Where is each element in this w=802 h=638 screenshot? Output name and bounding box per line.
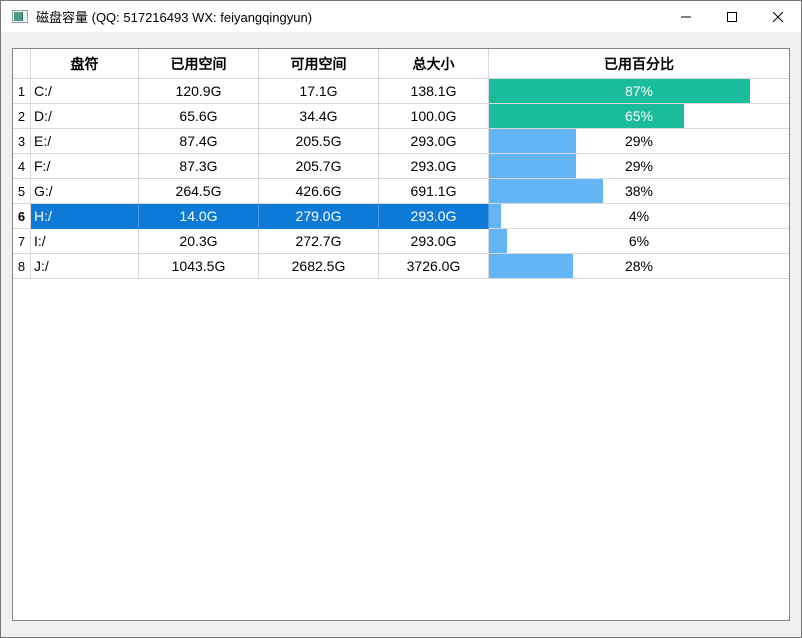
used-space-cell[interactable]: 65.6G <box>139 104 259 129</box>
percent-bar <box>489 254 573 278</box>
percent-label: 4% <box>628 208 650 224</box>
table-row[interactable]: 2 D:/ 65.6G 34.4G 100.0G 65% <box>13 104 789 129</box>
row-number: 3 <box>13 129 31 154</box>
used-percent-cell[interactable]: 65% <box>489 104 789 129</box>
maximize-icon <box>727 11 737 22</box>
table-row[interactable]: 4 F:/ 87.3G 205.7G 293.0G 29% <box>13 154 789 179</box>
percent-label: 28% <box>624 258 654 274</box>
drive-cell[interactable]: I:/ <box>31 229 139 254</box>
drive-cell[interactable]: F:/ <box>31 154 139 179</box>
table-row[interactable]: 8 J:/ 1043.5G 2682.5G 3726.0G 28% <box>13 254 789 279</box>
row-number: 8 <box>13 254 31 279</box>
used-space-cell[interactable]: 264.5G <box>139 179 259 204</box>
drive-cell[interactable]: H:/ <box>31 204 139 229</box>
window-title: 磁盘容量 (QQ: 517216493 WX: feiyangqingyun) <box>36 10 313 25</box>
percent-label: 38% <box>624 183 654 199</box>
header-total-size[interactable]: 总大小 <box>379 49 489 79</box>
maximize-button[interactable] <box>709 1 755 32</box>
percent-bar <box>489 104 684 128</box>
header-free-space[interactable]: 可用空间 <box>259 49 379 79</box>
percent-bar <box>489 204 501 228</box>
total-size-cell[interactable]: 293.0G <box>379 229 489 254</box>
table-row[interactable]: 7 I:/ 20.3G 272.7G 293.0G 6% <box>13 229 789 254</box>
free-space-cell[interactable]: 279.0G <box>259 204 379 229</box>
client-area: 盘符 已用空间 可用空间 总大小 已用百分比 1 C:/ 120.9G 17.1… <box>1 32 801 637</box>
percent-label: 65% <box>624 108 654 124</box>
app-icon <box>12 10 28 23</box>
percent-bar <box>489 154 576 178</box>
free-space-cell[interactable]: 205.7G <box>259 154 379 179</box>
used-percent-cell[interactable]: 28% <box>489 254 789 279</box>
header-used-space[interactable]: 已用空间 <box>139 49 259 79</box>
percent-label: 6% <box>628 233 650 249</box>
used-space-cell[interactable]: 14.0G <box>139 204 259 229</box>
disk-capacity-table: 盘符 已用空间 可用空间 总大小 已用百分比 1 C:/ 120.9G 17.1… <box>12 48 790 621</box>
table-header-row: 盘符 已用空间 可用空间 总大小 已用百分比 <box>13 49 789 79</box>
used-percent-cell[interactable]: 29% <box>489 129 789 154</box>
drive-cell[interactable]: C:/ <box>31 79 139 104</box>
table-row[interactable]: 1 C:/ 120.9G 17.1G 138.1G 87% <box>13 79 789 104</box>
minimize-button[interactable] <box>663 1 709 32</box>
percent-label: 87% <box>624 83 654 99</box>
row-number: 6 <box>13 204 31 229</box>
percent-label: 29% <box>624 133 654 149</box>
row-number: 5 <box>13 179 31 204</box>
close-button[interactable] <box>755 1 801 32</box>
total-size-cell[interactable]: 100.0G <box>379 104 489 129</box>
free-space-cell[interactable]: 205.5G <box>259 129 379 154</box>
close-icon <box>773 11 783 22</box>
drive-cell[interactable]: E:/ <box>31 129 139 154</box>
used-percent-cell[interactable]: 4% <box>489 204 789 229</box>
free-space-cell[interactable]: 2682.5G <box>259 254 379 279</box>
used-percent-cell[interactable]: 6% <box>489 229 789 254</box>
used-percent-cell[interactable]: 87% <box>489 79 789 104</box>
row-number: 2 <box>13 104 31 129</box>
drive-cell[interactable]: J:/ <box>31 254 139 279</box>
total-size-cell[interactable]: 293.0G <box>379 129 489 154</box>
used-percent-cell[interactable]: 38% <box>489 179 789 204</box>
header-used-percent[interactable]: 已用百分比 <box>489 49 789 79</box>
free-space-cell[interactable]: 34.4G <box>259 104 379 129</box>
drive-cell[interactable]: D:/ <box>31 104 139 129</box>
row-number: 7 <box>13 229 31 254</box>
percent-bar <box>489 129 576 153</box>
table-body: 1 C:/ 120.9G 17.1G 138.1G 87% 2 D:/ 65.6… <box>13 79 789 279</box>
free-space-cell[interactable]: 17.1G <box>259 79 379 104</box>
total-size-cell[interactable]: 691.1G <box>379 179 489 204</box>
table-row[interactable]: 5 G:/ 264.5G 426.6G 691.1G 38% <box>13 179 789 204</box>
minimize-icon <box>681 16 691 17</box>
total-size-cell[interactable]: 3726.0G <box>379 254 489 279</box>
header-row-number <box>13 49 31 79</box>
used-space-cell[interactable]: 20.3G <box>139 229 259 254</box>
table-row[interactable]: 3 E:/ 87.4G 205.5G 293.0G 29% <box>13 129 789 154</box>
drive-cell[interactable]: G:/ <box>31 179 139 204</box>
total-size-cell[interactable]: 293.0G <box>379 154 489 179</box>
total-size-cell[interactable]: 138.1G <box>379 79 489 104</box>
percent-label: 29% <box>624 158 654 174</box>
free-space-cell[interactable]: 426.6G <box>259 179 379 204</box>
percent-bar <box>489 179 603 203</box>
used-space-cell[interactable]: 87.3G <box>139 154 259 179</box>
used-space-cell[interactable]: 1043.5G <box>139 254 259 279</box>
row-number: 4 <box>13 154 31 179</box>
used-percent-cell[interactable]: 29% <box>489 154 789 179</box>
window-controls <box>663 1 801 32</box>
header-drive[interactable]: 盘符 <box>31 49 139 79</box>
percent-bar <box>489 229 507 253</box>
percent-bar <box>489 79 750 103</box>
used-space-cell[interactable]: 120.9G <box>139 79 259 104</box>
free-space-cell[interactable]: 272.7G <box>259 229 379 254</box>
titlebar: 磁盘容量 (QQ: 517216493 WX: feiyangqingyun) <box>1 1 801 32</box>
table-row[interactable]: 6 H:/ 14.0G 279.0G 293.0G 4% <box>13 204 789 229</box>
total-size-cell[interactable]: 293.0G <box>379 204 489 229</box>
used-space-cell[interactable]: 87.4G <box>139 129 259 154</box>
row-number: 1 <box>13 79 31 104</box>
